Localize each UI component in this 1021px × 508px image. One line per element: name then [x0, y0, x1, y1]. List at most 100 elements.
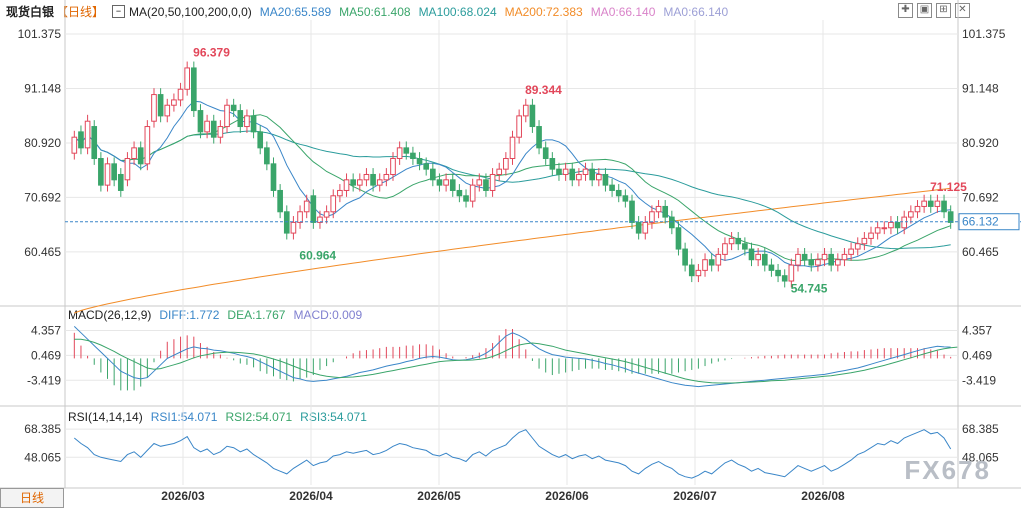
candle-body	[549, 158, 556, 170]
crosshair-icon[interactable]: ✚	[898, 3, 913, 18]
candle-body	[310, 195, 317, 223]
footer-bar: 日线	[0, 488, 1021, 508]
candle-body	[941, 200, 947, 213]
rsi-tick-right: 68.385	[962, 422, 999, 436]
candle-body	[463, 195, 469, 202]
main-legend: 现货白银 【日线】 − MA(20,50,100,200,0,0) MA20:6…	[6, 3, 728, 20]
price-annotation: 54.745	[791, 281, 828, 295]
candle-body	[795, 253, 801, 266]
candle-body	[230, 104, 237, 112]
grid-icon[interactable]: ⊞	[936, 3, 951, 18]
candle-body	[562, 168, 569, 175]
candle-body	[722, 243, 728, 255]
candle-body	[702, 259, 708, 271]
time-tick-label: 2026/06	[545, 489, 589, 503]
ma-indicator-label[interactable]: MA(20,50,100,200,0,0)	[129, 4, 252, 19]
candle-body	[277, 189, 283, 213]
candle-body	[104, 163, 111, 186]
macd-tick-right: -3.419	[962, 373, 996, 387]
candle-body	[244, 115, 250, 128]
price-tick-left: 60.465	[24, 245, 61, 259]
macd-tick-left: 0.469	[31, 348, 61, 362]
candle-body	[595, 173, 602, 181]
period-label[interactable]: 【日线】	[56, 5, 105, 19]
candle-body	[742, 243, 748, 250]
candle-body	[615, 189, 622, 197]
candle-body	[815, 259, 821, 266]
candle-body	[423, 163, 430, 170]
candle-body	[264, 147, 270, 165]
candle-body	[303, 200, 310, 213]
candle-body	[197, 110, 204, 133]
close-icon[interactable]: ✕	[955, 3, 970, 18]
candle-body	[297, 211, 303, 223]
candle-body	[469, 184, 476, 202]
candle-body	[908, 211, 914, 218]
candle-body	[443, 179, 449, 186]
candle-body	[828, 253, 835, 266]
candle-body	[569, 168, 576, 181]
candle-body	[190, 67, 197, 112]
time-tick-label: 2026/08	[801, 489, 845, 503]
fit-icon[interactable]: ▣	[917, 3, 932, 18]
candle-body	[337, 189, 343, 197]
candle-body	[649, 211, 655, 223]
candle-body	[947, 211, 954, 223]
candle-body	[270, 163, 277, 191]
price-annotation: 96.379	[193, 46, 230, 60]
macd-diff-line	[73, 326, 951, 388]
macd-dea: DEA:1.767	[227, 308, 286, 322]
candle-body	[283, 211, 290, 234]
chart-toolbar: ✚ ▣ ⊞ ✕	[898, 3, 970, 18]
chart-title: 现货白银	[6, 5, 55, 19]
candle-body	[609, 184, 615, 191]
candle-body	[317, 216, 323, 223]
candle-body	[921, 200, 927, 207]
candle-body	[390, 158, 396, 175]
candle-body	[350, 179, 356, 186]
candle-body	[655, 205, 662, 213]
candle-body	[821, 253, 828, 261]
macd-tick-right: 0.469	[962, 348, 992, 362]
candle-body	[356, 179, 363, 186]
candle-body	[171, 99, 177, 106]
price-tick-left: 91.148	[24, 81, 61, 95]
candle-body	[874, 227, 881, 234]
price-tick-left: 70.692	[24, 190, 61, 204]
candle-body	[370, 173, 376, 186]
collapse-icon[interactable]: −	[112, 5, 126, 18]
candle-body	[629, 200, 635, 223]
candle-body	[788, 264, 795, 282]
ma50-value: MA50:61.408	[339, 4, 411, 19]
macd-diff: DIFF:1.772	[159, 308, 220, 322]
footer-tab-daily[interactable]: 日线	[0, 488, 64, 508]
rsi-tick-right: 48.065	[962, 450, 999, 464]
time-tick-label: 2026/04	[289, 489, 333, 503]
price-tick-left: 80.920	[24, 136, 61, 150]
rsi-tick-left: 68.385	[24, 422, 61, 436]
current-price-box	[958, 213, 1020, 231]
candle-body	[642, 221, 649, 234]
time-tick-label: 2026/07	[673, 489, 717, 503]
candle-body	[536, 126, 542, 149]
candle-body	[496, 168, 503, 175]
candle-body	[456, 189, 463, 197]
rsi1-value: RSI1:54.071	[150, 410, 218, 424]
ma20-value: MA20:65.589	[259, 4, 332, 19]
candle-body	[635, 221, 642, 234]
candle-body	[503, 158, 509, 170]
price-tick-right: 91.148	[962, 81, 999, 95]
candle-body	[204, 120, 210, 133]
candle-body	[376, 179, 383, 186]
rsi-label[interactable]: RSI(14,14,14)	[68, 410, 143, 424]
macd-label[interactable]: MACD(26,12,9)	[68, 308, 152, 322]
candle-body	[927, 200, 934, 207]
macd-tick-left: 4.357	[31, 324, 61, 338]
watermark-logo: FX678	[904, 455, 991, 485]
candle-body	[854, 243, 861, 250]
candle-body	[217, 126, 224, 138]
candle-body	[516, 115, 522, 138]
rsi3-value: RSI3:54.071	[300, 410, 367, 424]
macd-tick-left: -3.419	[27, 373, 61, 387]
candle-body	[781, 275, 788, 282]
